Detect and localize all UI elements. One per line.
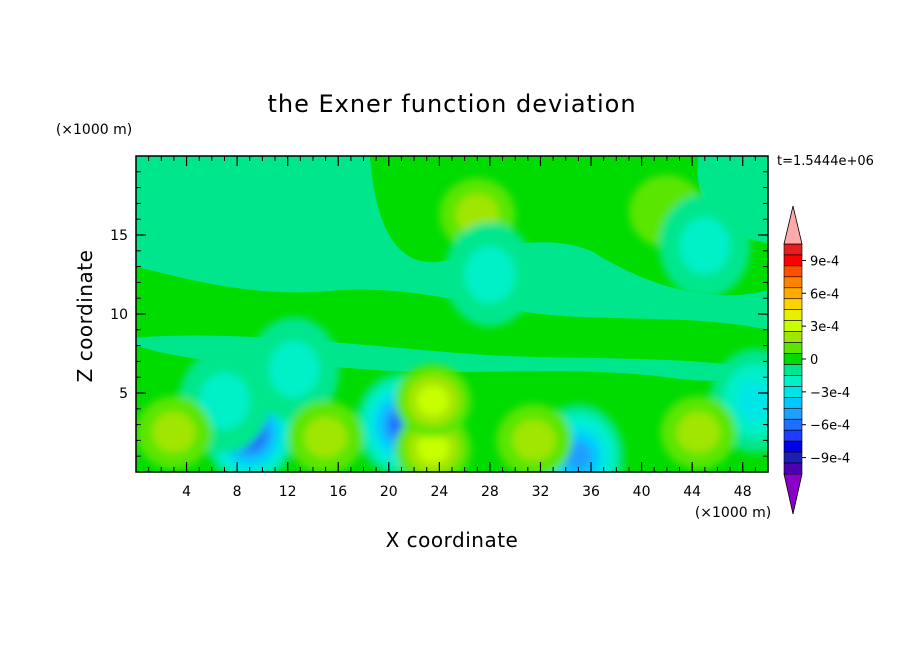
contour-blob-8-ring-2 — [464, 246, 516, 303]
x-tick-label: 16 — [329, 484, 347, 500]
colorbar-tick-label: 9e-4 — [810, 254, 839, 269]
y-unit-label: (×1000 m) — [56, 122, 132, 138]
colorbar-segment — [783, 397, 803, 409]
colorbar-segment — [783, 440, 803, 453]
x-axis: 4 8 12 16 20 24 28 32 36 40 44 48 — [148, 156, 756, 500]
colorbar-tick-label: 0 — [810, 353, 818, 368]
colorbar-segment — [783, 353, 803, 365]
colorbar-segment — [783, 243, 803, 256]
x-tick-label: 36 — [582, 484, 600, 500]
colorbar-segment — [783, 254, 803, 267]
contour-blob-9-ring-2 — [679, 217, 731, 275]
x-tick-label: 40 — [633, 484, 651, 500]
colorbar-segment — [783, 287, 803, 300]
colorbar-tick-label: 3e-4 — [810, 320, 839, 335]
contour-blob-3-ring-3 — [736, 380, 768, 422]
colorbar-segment — [783, 331, 803, 343]
x-unit-label: (×1000 m) — [695, 505, 771, 521]
x-tick-label: 28 — [481, 484, 499, 500]
contour-blob-13-ring-2 — [512, 419, 556, 461]
y-axis-label: Z coordinate — [73, 250, 97, 383]
contour-blob-12-ring-3 — [417, 433, 450, 464]
time-label: t=1.5444e+06 — [777, 154, 874, 169]
colorbar-segment — [783, 418, 803, 431]
y-tick-label: 10 — [110, 307, 128, 323]
contour-field — [136, 156, 768, 472]
colorbar-segment — [783, 276, 803, 289]
contour-blob-10-ring-2 — [152, 411, 196, 454]
colorbar-segment — [783, 364, 803, 376]
contour-blob-14-ring-2 — [676, 411, 720, 454]
colorbar-tick-label: 6e-4 — [810, 287, 839, 302]
colorbar-segment — [783, 375, 803, 387]
y-axis: 5 10 15 — [110, 171, 768, 457]
colorbar-segment — [783, 386, 803, 398]
colorbar-segment — [783, 320, 803, 332]
colorbar-min-arrow — [783, 473, 803, 515]
colorbar-segment — [783, 407, 803, 420]
colorbar-segment — [783, 265, 803, 278]
x-tick-label: 12 — [279, 484, 297, 500]
y-tick-label: 15 — [110, 228, 128, 244]
colorbar-segment — [783, 342, 803, 354]
colorbar-max-arrow — [783, 205, 803, 245]
contour-blob-2-ring-5 — [565, 441, 592, 471]
x-axis-label: X coordinate — [386, 528, 519, 552]
colorbar-segment — [783, 309, 803, 321]
colorbar-tick-label: −9e-4 — [810, 452, 850, 467]
colorbar: 9e-4 6e-4 3e-4 0 −3e-4 −6e-4 −9e-4 — [783, 205, 850, 515]
colorbar-segment — [783, 462, 803, 475]
contour-blob-11-ring-2 — [304, 416, 348, 458]
chart-title: the Exner function deviation — [267, 90, 636, 118]
x-tick-label: 32 — [532, 484, 550, 500]
x-tick-label: 4 — [182, 484, 191, 500]
x-tick-label: 48 — [734, 484, 752, 500]
contour-blob-4-ring-2 — [199, 372, 250, 430]
x-tick-label: 8 — [233, 484, 242, 500]
colorbar-tick-label: −3e-4 — [810, 386, 850, 401]
contour-blob-15-ring-3 — [417, 385, 450, 417]
colorbar-tick-label: −6e-4 — [810, 419, 850, 434]
colorbar-segment — [783, 429, 803, 442]
y-tick-label: 5 — [119, 386, 128, 402]
colorbar-segment — [783, 451, 803, 464]
field-mid-band — [136, 266, 768, 370]
x-tick-label: 20 — [380, 484, 398, 500]
x-tick-label: 44 — [683, 484, 701, 500]
colorbar-segment — [783, 298, 803, 311]
contour-blob-5-ring-2 — [268, 340, 320, 398]
x-tick-label: 24 — [430, 484, 448, 500]
